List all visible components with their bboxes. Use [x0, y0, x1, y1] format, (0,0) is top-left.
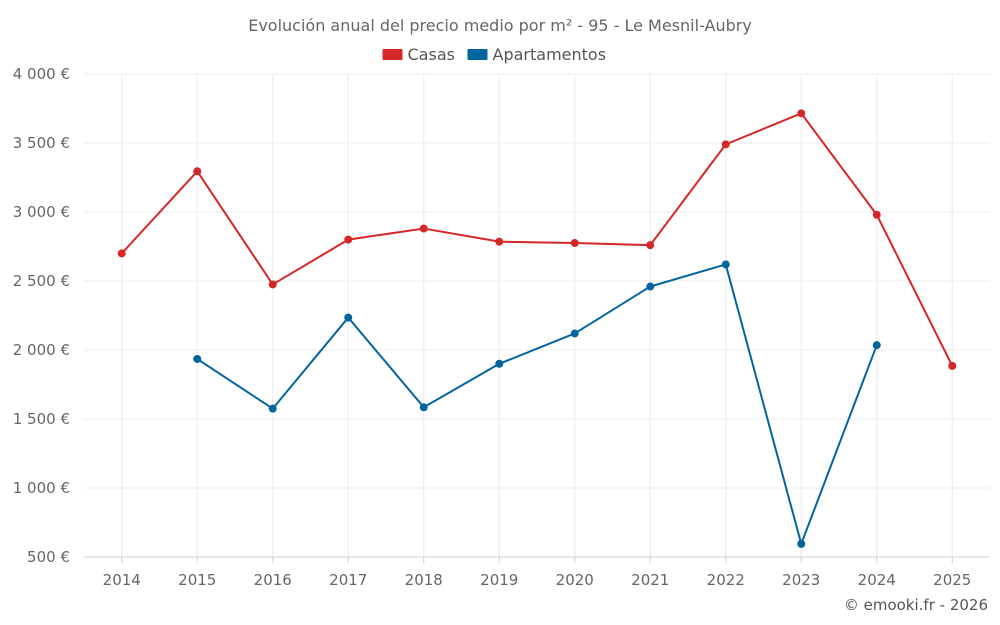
- casas-point-2017[interactable]: [344, 235, 353, 244]
- apartamentos-point-2020[interactable]: [570, 329, 579, 338]
- apartamentos-point-2019[interactable]: [495, 359, 504, 368]
- y-tick-label: 3 500 €: [13, 134, 70, 152]
- x-tick-label: 2019: [480, 571, 518, 589]
- legend-swatch-casas: [382, 49, 403, 60]
- y-tick-label: 3 000 €: [13, 203, 70, 221]
- legend-item-casas[interactable]: Casas: [382, 45, 455, 64]
- x-tick-label: 2020: [556, 571, 594, 589]
- y-tick-label: 1 500 €: [13, 410, 70, 428]
- x-tick-label: 2014: [103, 571, 141, 589]
- casas-point-2023[interactable]: [797, 109, 806, 118]
- casas-point-2025[interactable]: [948, 361, 957, 370]
- casas-series-line: [121, 112, 954, 367]
- apartamentos-point-2023[interactable]: [797, 539, 806, 548]
- casas-point-2016[interactable]: [268, 280, 277, 289]
- legend: Casas Apartamentos: [382, 45, 607, 64]
- casas-point-2019[interactable]: [495, 237, 504, 246]
- legend-item-apartamentos[interactable]: Apartamentos: [467, 45, 607, 64]
- x-tick-label: 2022: [707, 571, 745, 589]
- grid-lines: [84, 73, 990, 557]
- x-tick-label: 2015: [178, 571, 216, 589]
- apartamentos-point-2018[interactable]: [419, 403, 428, 412]
- apartamentos-point-2017[interactable]: [344, 313, 353, 322]
- casas-point-2022[interactable]: [721, 140, 730, 149]
- x-tick-label: 2023: [782, 571, 820, 589]
- casas-point-2021[interactable]: [646, 241, 655, 250]
- apartamentos-point-2024[interactable]: [872, 341, 881, 350]
- apartamentos-point-2016[interactable]: [268, 404, 277, 413]
- casas-point-2014[interactable]: [117, 249, 126, 258]
- legend-swatch-apartamentos: [467, 49, 488, 60]
- y-tick-label: 2 500 €: [13, 272, 70, 290]
- credit-text: © emooki.fr - 2026: [844, 596, 988, 614]
- x-tick-label: 2016: [254, 571, 292, 589]
- y-tick-label: 500 €: [27, 548, 70, 566]
- casas-point-2018[interactable]: [419, 224, 428, 233]
- legend-label-casas: Casas: [408, 45, 455, 64]
- chart-title: Evolución anual del precio medio por m² …: [248, 16, 752, 35]
- axes: 500 € 1 000 € 1 500 € 2 000 € 2 500 € 3 000 €…: [13, 65, 990, 589]
- apartamentos-point-2021[interactable]: [646, 282, 655, 291]
- x-tick-label: 2018: [405, 571, 443, 589]
- y-tick-label: 2 000 €: [13, 341, 70, 359]
- casas-point-2024[interactable]: [872, 210, 881, 219]
- x-tick-label: 2017: [329, 571, 367, 589]
- y-tick-label: 4 000 €: [13, 65, 70, 83]
- y-tick-label: 1 000 €: [13, 479, 70, 497]
- legend-label-apartamentos: Apartamentos: [493, 45, 607, 64]
- series-layer: [117, 109, 957, 548]
- x-tick-label: 2025: [933, 571, 971, 589]
- apartamentos-point-2015[interactable]: [193, 354, 202, 363]
- casas-point-2015[interactable]: [193, 167, 202, 176]
- apartamentos-point-2022[interactable]: [721, 260, 730, 269]
- x-tick-label: 2024: [858, 571, 896, 589]
- casas-point-2020[interactable]: [570, 239, 579, 248]
- apartamentos-series-line: [196, 263, 878, 545]
- x-tick-label: 2021: [631, 571, 669, 589]
